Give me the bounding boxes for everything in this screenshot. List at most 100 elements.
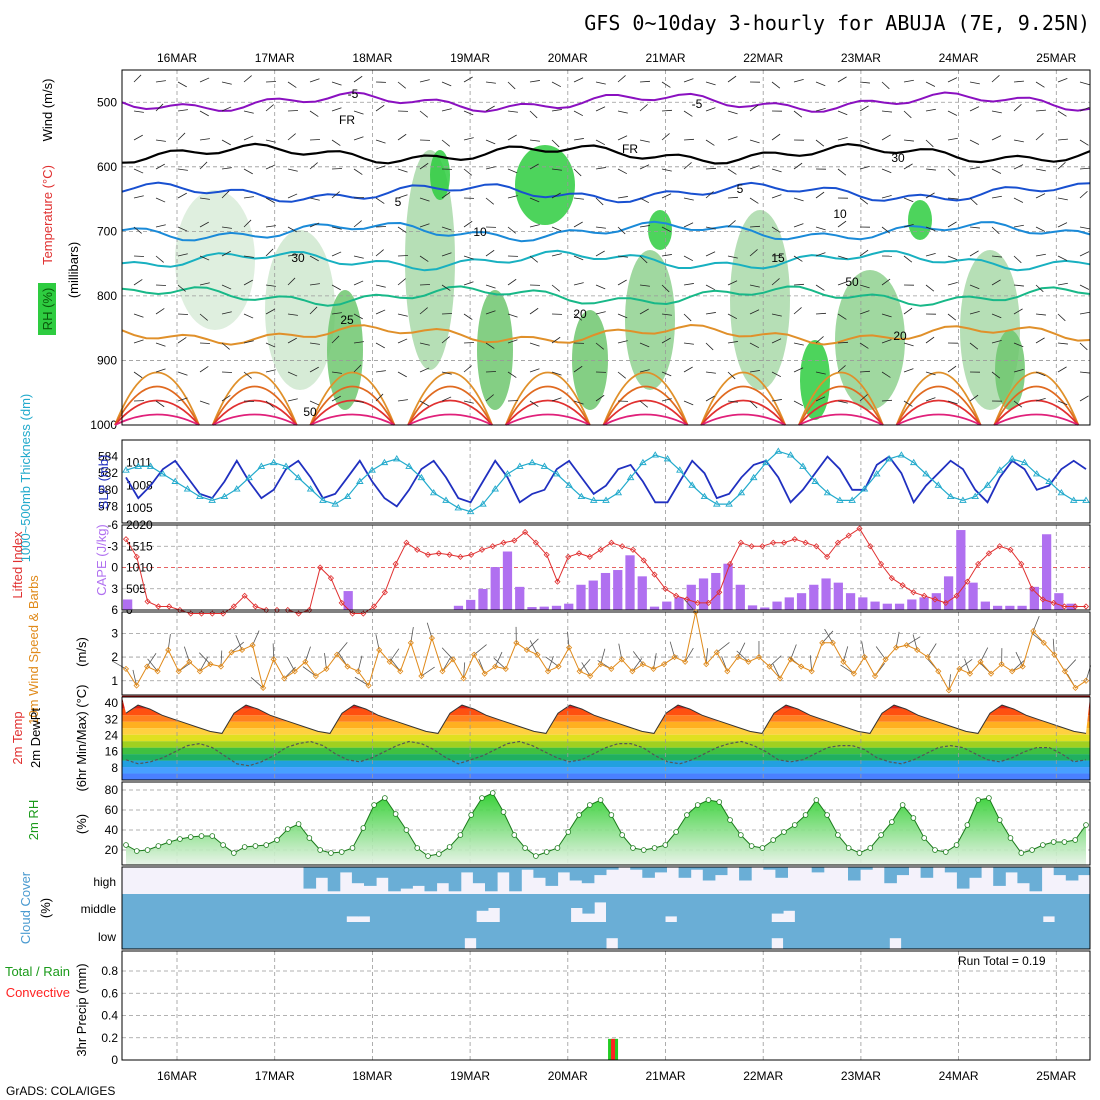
cape-bar — [931, 593, 941, 610]
wind-barb — [771, 313, 782, 317]
lifted-index-point — [252, 603, 259, 610]
wind-barb — [375, 226, 387, 228]
wind-barb — [507, 339, 518, 344]
lifted-index-point — [834, 539, 841, 546]
wind-barb — [397, 168, 408, 173]
lifted-index-point — [122, 536, 130, 543]
wind-barb — [441, 252, 452, 257]
wind-barb — [617, 196, 628, 199]
isotherm-label: 20 — [573, 307, 587, 321]
isotherm-label: 15 — [771, 251, 785, 265]
wind-barb — [155, 400, 165, 408]
lifted-index-point — [759, 543, 766, 550]
cloud-bar-low — [783, 922, 796, 949]
slp-point — [220, 492, 229, 500]
wind-barb — [419, 223, 430, 228]
wind-barb — [793, 255, 803, 262]
wind-barb — [639, 308, 649, 315]
wind-barb — [419, 367, 430, 373]
wind-barb — [221, 250, 231, 257]
cloud-bar-low — [417, 922, 430, 949]
cloud-bar-low — [865, 922, 879, 949]
cloud-bar-middle — [405, 894, 418, 922]
cloud-bar-middle — [216, 894, 229, 922]
cape-label: CAPE (J/kg) — [94, 524, 109, 596]
lifted-index-point — [640, 557, 647, 564]
cloud-bar-middle — [1007, 894, 1020, 922]
cloud-bar-high — [944, 867, 958, 873]
wind-barb — [639, 80, 651, 83]
rh-point — [986, 795, 992, 801]
wind-barb — [1013, 139, 1024, 143]
cloud-bar-low — [523, 922, 536, 949]
wind-barb — [441, 81, 452, 87]
cape-bar — [882, 603, 892, 610]
wind-barb — [243, 219, 252, 228]
lifted-index-point — [964, 578, 971, 585]
wind-barb — [265, 164, 276, 170]
wind-barb — [815, 108, 826, 112]
slp-point — [1032, 470, 1041, 477]
sounding-ytick: 800 — [97, 289, 117, 303]
wind-speed-point — [312, 672, 319, 680]
wind-barb — [551, 371, 562, 376]
cloud-bar-low — [428, 922, 442, 949]
isotherm-label: 5 — [395, 195, 402, 209]
wind-barb — [221, 190, 230, 199]
wind-speed-point — [903, 642, 910, 649]
wind-barb — [243, 75, 252, 83]
wind-barb — [419, 162, 429, 170]
cloud-bar-low — [1042, 922, 1056, 949]
wind-barb — [859, 394, 868, 402]
cloud-bar-middle — [806, 894, 819, 922]
wind-barb — [551, 226, 562, 232]
wind-barb — [357, 655, 363, 672]
rh-point — [802, 812, 809, 818]
wind-speed-point — [576, 668, 583, 675]
rh-point — [306, 835, 313, 841]
cloud-bar-high — [1005, 867, 1018, 873]
cloud-level-label: high — [93, 875, 116, 889]
cloud-bar-middle — [157, 894, 170, 922]
wind-barb — [353, 136, 364, 141]
cloud-bar-middle — [1078, 894, 1091, 922]
wind-barb — [727, 75, 737, 83]
wind-speed-point — [734, 653, 741, 661]
rh-ytick: 40 — [105, 823, 119, 837]
wind-barb — [815, 191, 825, 199]
wind-speed-point — [597, 661, 604, 668]
wind-barb — [727, 168, 737, 175]
wind-barb — [155, 368, 166, 373]
slp-point — [700, 492, 709, 500]
cloud-bar-high — [327, 867, 341, 892]
wind-speed-point — [671, 653, 678, 661]
wind-barb — [331, 107, 342, 112]
wind-barb — [1013, 255, 1022, 264]
wind-barb — [815, 312, 827, 315]
wind-speed-point — [945, 687, 952, 694]
cloud-bar-low — [476, 922, 489, 949]
rh-point — [1050, 839, 1057, 845]
rh-point — [889, 819, 895, 825]
cloud-bar-high — [315, 867, 329, 878]
wind-speed-point — [924, 653, 931, 661]
wind-speed-point — [428, 635, 435, 642]
wind-barb — [1079, 81, 1090, 86]
wind-barb — [507, 313, 518, 318]
wind-barb — [155, 224, 166, 228]
wind-barb — [133, 313, 144, 318]
slp-point — [331, 500, 340, 507]
wind-ytick: 2 — [111, 650, 118, 664]
wind-speed-point — [829, 639, 836, 646]
sounding-ytick: 500 — [97, 95, 117, 109]
wind-barb — [991, 135, 1002, 141]
wind-barb — [419, 110, 429, 118]
wind-barb — [639, 284, 650, 287]
cape-bar — [515, 586, 525, 610]
cape-bar — [539, 606, 549, 610]
rh-ytick: 80 — [105, 783, 119, 797]
rh-point — [133, 848, 140, 854]
cloud-bar-low — [641, 922, 654, 949]
slp-point — [183, 485, 192, 492]
